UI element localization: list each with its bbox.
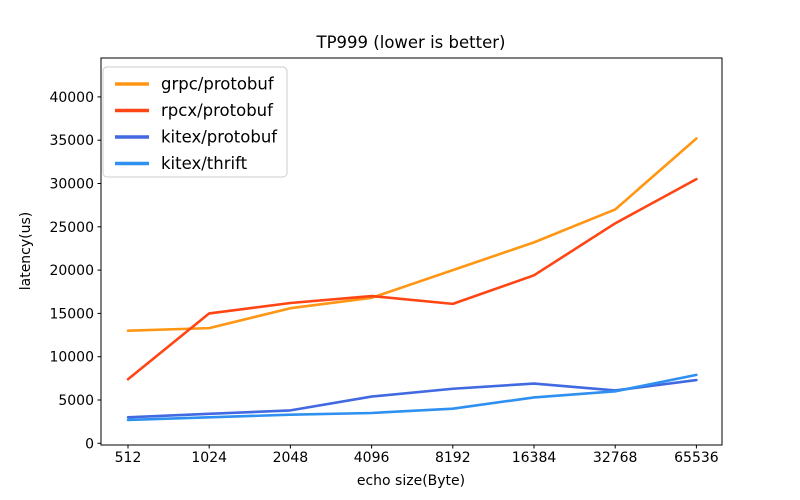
x-tick-label: 16384 (512, 450, 557, 466)
y-tick-label: 5000 (58, 393, 94, 409)
series-line-kitex-thrift (126, 373, 698, 422)
x-tick-label: 65536 (674, 450, 719, 466)
y-tick-label: 10000 (49, 350, 94, 366)
legend-item-grpc-protobuf: grpc/protobuf (115, 75, 275, 94)
x-axis-label: echo size(Byte) (357, 473, 465, 489)
x-tick-label: 8192 (435, 450, 471, 466)
legend-item-kitex-protobuf: kitex/protobuf (115, 128, 278, 147)
x-tick-label: 4096 (354, 450, 390, 466)
y-axis-ticks: 0 5000 10000 15000 20000 25000 30000 35000 40000 (49, 90, 101, 452)
y-tick-label: 30000 (49, 177, 94, 193)
y-axis-label: latency(us) (18, 212, 34, 291)
series-line-rpcx-protobuf (126, 177, 698, 381)
chart-title: TP999 (lower is better) (316, 33, 506, 52)
x-tick-label: 1024 (191, 450, 227, 466)
legend-label-kitex-thrift: kitex/thrift (161, 154, 248, 173)
legend-item-rpcx-protobuf: rpcx/protobuf (115, 101, 274, 120)
y-tick-label: 20000 (49, 263, 94, 279)
legend-label-grpc-protobuf: grpc/protobuf (161, 75, 275, 94)
legend-box (102, 66, 288, 178)
y-tick-label: 40000 (49, 90, 94, 106)
legend-label-kitex-protobuf: kitex/protobuf (161, 128, 278, 147)
series-lines (126, 137, 698, 422)
y-tick-label: 35000 (49, 133, 94, 149)
legend: grpc/protobuf rpcx/protobuf kitex/protobuf… (102, 66, 288, 178)
x-axis-ticks: 512 1024 2048 4096 8192 16384 32768 65536 (115, 445, 719, 466)
legend-label-rpcx-protobuf: rpcx/protobuf (161, 101, 274, 120)
y-tick-label: 0 (85, 436, 94, 452)
plot-frame (100, 57, 723, 446)
series-line-grpc-protobuf (126, 137, 698, 333)
legend-item-kitex-thrift: kitex/thrift (115, 154, 248, 173)
x-tick-label: 32768 (593, 450, 638, 466)
x-tick-label: 512 (115, 450, 142, 466)
series-line-kitex-protobuf (126, 378, 698, 419)
x-tick-label: 2048 (273, 450, 309, 466)
y-tick-label: 15000 (49, 306, 94, 322)
y-tick-label: 25000 (49, 220, 94, 236)
